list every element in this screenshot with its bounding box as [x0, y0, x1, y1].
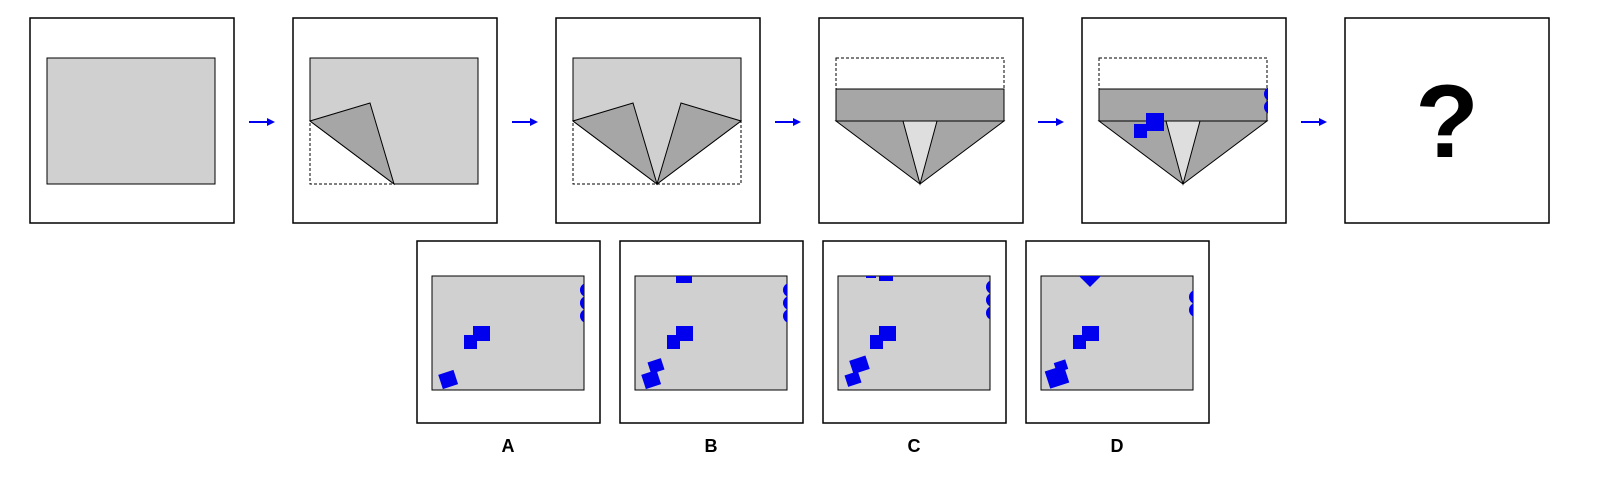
option-label: D	[1111, 436, 1124, 456]
folded-flap-left	[571, 102, 658, 186]
punch-hole	[783, 309, 787, 323]
punch-hole	[879, 276, 893, 281]
punch-hole	[1264, 88, 1268, 101]
punch-hole	[473, 326, 490, 341]
folded-flap-right	[656, 102, 743, 186]
punch-hole	[1079, 276, 1101, 287]
unfolded-paper	[431, 275, 585, 391]
punch-hole	[1189, 290, 1193, 304]
punch-hole	[783, 283, 787, 297]
punch-hole	[580, 283, 584, 297]
unfolded-paper	[634, 275, 788, 391]
fold-arrow	[1038, 118, 1064, 126]
option-label: C	[908, 436, 921, 456]
fold-arrow	[775, 118, 801, 126]
punch-hole	[647, 358, 665, 374]
punch-hole	[849, 355, 870, 375]
step-6-unknown-result: ?	[1344, 17, 1550, 224]
punch-hole	[580, 296, 584, 310]
punch-hole	[1073, 335, 1086, 349]
punch-hole	[844, 371, 862, 387]
punch-hole	[1146, 113, 1164, 131]
option-b[interactable]: B	[619, 240, 804, 456]
punch-hole	[1264, 100, 1268, 114]
punch-hole	[464, 335, 477, 349]
punch-hole	[676, 326, 693, 341]
option-a[interactable]: A	[416, 240, 601, 456]
option-label: B	[705, 436, 718, 456]
question-mark: ?	[1415, 64, 1479, 180]
fold-arrow	[1301, 118, 1327, 126]
step-1-unfolded-paper	[29, 17, 235, 224]
punch-hole	[1082, 326, 1099, 341]
punch-hole	[986, 306, 990, 320]
option-label: A	[502, 436, 515, 456]
punch-hole	[676, 276, 692, 283]
step-frame	[1344, 17, 1550, 224]
folded-top-strip	[835, 88, 1005, 122]
paper-sheet	[46, 57, 216, 185]
punch-hole	[580, 309, 584, 323]
punch-hole	[866, 276, 876, 278]
punch-hole	[879, 326, 896, 341]
fold-arrow	[512, 118, 538, 126]
punch-hole	[1053, 359, 1069, 373]
punch-hole	[870, 335, 883, 349]
punch-hole	[1189, 303, 1193, 317]
folded-flap	[308, 102, 395, 186]
punch-hole	[667, 335, 680, 349]
punch-hole	[986, 280, 990, 294]
step-2-bottom-left-corner-folded	[292, 17, 498, 224]
unfolded-paper	[837, 275, 991, 391]
punch-hole	[783, 296, 787, 310]
fold-arrow	[249, 118, 275, 126]
folded-top-strip	[1098, 88, 1268, 122]
step-4-top-strip-folded-down	[818, 17, 1024, 224]
punch-hole	[986, 293, 990, 307]
step-3-both-bottom-corners-folded	[555, 17, 761, 224]
option-c[interactable]: C	[822, 240, 1007, 456]
punch-hole	[1134, 124, 1147, 138]
option-d[interactable]: D	[1025, 240, 1210, 456]
punch-hole	[641, 369, 662, 390]
punch-hole	[1044, 365, 1070, 389]
unfolded-paper	[1040, 275, 1194, 391]
punch-hole	[438, 369, 459, 390]
step-5-holes-punched	[1081, 17, 1287, 224]
